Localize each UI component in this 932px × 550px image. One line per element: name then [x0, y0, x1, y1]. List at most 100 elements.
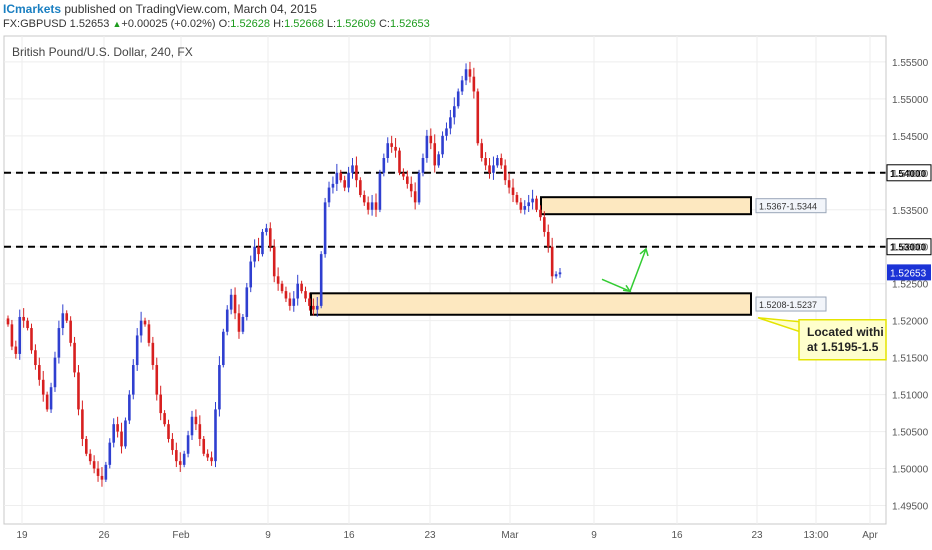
last-price: 1.52653: [69, 18, 110, 30]
candle-body: [167, 424, 170, 439]
candle-body: [214, 409, 217, 462]
x-tick-label: 13:00: [803, 530, 828, 541]
zone-label: 1.5367-1.5344: [759, 202, 817, 212]
candle-body: [124, 420, 127, 447]
candle-body: [441, 135, 444, 155]
publisher-name[interactable]: ICmarkets: [3, 2, 62, 16]
candle-body: [382, 158, 386, 173]
candle-body: [272, 246, 276, 277]
candle-body: [159, 394, 162, 414]
candle-body: [515, 194, 519, 203]
candle-body: [182, 453, 186, 465]
candle-body: [488, 165, 491, 173]
candle-body: [155, 365, 159, 395]
candle-body: [531, 198, 534, 203]
x-tick-label: 23: [751, 530, 763, 541]
y-tick-label: 1.51500: [892, 354, 929, 365]
candle-body: [394, 146, 397, 151]
y-tick-label: 1.55500: [892, 58, 929, 69]
candle-body: [135, 335, 139, 366]
candle-body: [190, 416, 194, 436]
low-value: 1.52609: [336, 18, 376, 30]
candle-body: [433, 143, 437, 166]
close-label: C:: [378, 18, 390, 30]
candle-body: [81, 409, 84, 439]
candle-body: [218, 365, 221, 410]
candle-body: [14, 346, 18, 354]
candle-body: [437, 154, 440, 166]
current-price-tag: [887, 264, 931, 281]
candle-body: [558, 272, 562, 275]
candle-body: [61, 313, 65, 329]
y-tick-label: 1.49500: [892, 502, 929, 513]
candle-body: [492, 165, 495, 173]
candle-body: [10, 324, 14, 347]
candle-body: [253, 246, 256, 262]
candle-body: [139, 320, 143, 336]
level-lines: 1.54000 1.53000: [4, 164, 932, 256]
price-axis[interactable]: 1.55500 1.55000 1.54500 1.54000 1.53500 1.530…: [885, 36, 929, 524]
candle-body: [319, 254, 323, 306]
candle-body: [347, 172, 350, 188]
candle-body: [30, 328, 33, 351]
callout-text: at 1.5195-1.5: [807, 340, 879, 354]
candle-body: [151, 342, 155, 366]
x-tick-label: 16: [343, 530, 355, 541]
candle-body: [386, 143, 390, 158]
candle-body: [323, 202, 327, 255]
candle-body: [112, 424, 116, 443]
callout-box: [798, 319, 887, 361]
candle-body: [261, 231, 264, 255]
candle-body: [178, 461, 182, 465]
candle-body: [147, 324, 151, 343]
published-text: published on TradingView.com, March 04, …: [64, 2, 317, 16]
publisher-line: ICmarkets published on TradingView.com, …: [3, 2, 317, 16]
symbol-label[interactable]: FX:GBPUSD: [3, 18, 67, 30]
candle-body: [503, 165, 507, 181]
candle-body: [34, 350, 37, 366]
candle-body: [449, 117, 452, 129]
candle-body: [186, 435, 190, 454]
candle-body: [96, 468, 100, 476]
zone-label-box: [755, 198, 827, 214]
x-tick-label: 19: [16, 530, 28, 541]
candle-body: [38, 365, 41, 380]
x-tick-label: 9: [591, 530, 597, 541]
candle-body: [550, 246, 554, 277]
candle-body: [484, 158, 487, 166]
candle-body: [366, 202, 370, 210]
candle-body: [468, 69, 472, 77]
supply-demand-zone[interactable]: [540, 196, 752, 216]
candle-body: [370, 202, 374, 210]
candle-body: [202, 438, 206, 454]
candle-body: [143, 320, 147, 325]
candle-body: [128, 394, 131, 421]
candle-body: [507, 180, 511, 188]
y-tick-label: 1.54000: [892, 169, 929, 180]
candle-body: [292, 298, 296, 306]
candle-body: [65, 313, 69, 321]
supply-demand-zone[interactable]: [310, 292, 752, 316]
candle-body: [308, 298, 311, 306]
candle-body: [225, 309, 229, 332]
y-tick-label: 1.53500: [892, 206, 929, 217]
candle-body: [198, 424, 202, 439]
candle-body: [496, 158, 499, 166]
level-tag-label: 1.53000: [890, 243, 927, 254]
candle-body: [359, 180, 362, 195]
y-tick-label: 1.54500: [892, 132, 929, 143]
candle-body: [402, 172, 405, 177]
y-tick-label: 1.52500: [892, 280, 929, 291]
x-tick-label: 23: [424, 530, 436, 541]
candle-body: [390, 143, 393, 147]
candle-body: [88, 453, 92, 462]
y-tick-label: 1.51000: [892, 391, 929, 402]
candle-body: [288, 298, 292, 306]
candle-body: [41, 379, 45, 395]
candle-body: [374, 202, 378, 210]
candle-body: [206, 453, 209, 458]
time-axis[interactable]: 19 26 Feb 9 16 23 Mar 9 16 23 13:00 Apr: [16, 530, 878, 541]
candle-body: [511, 187, 515, 195]
